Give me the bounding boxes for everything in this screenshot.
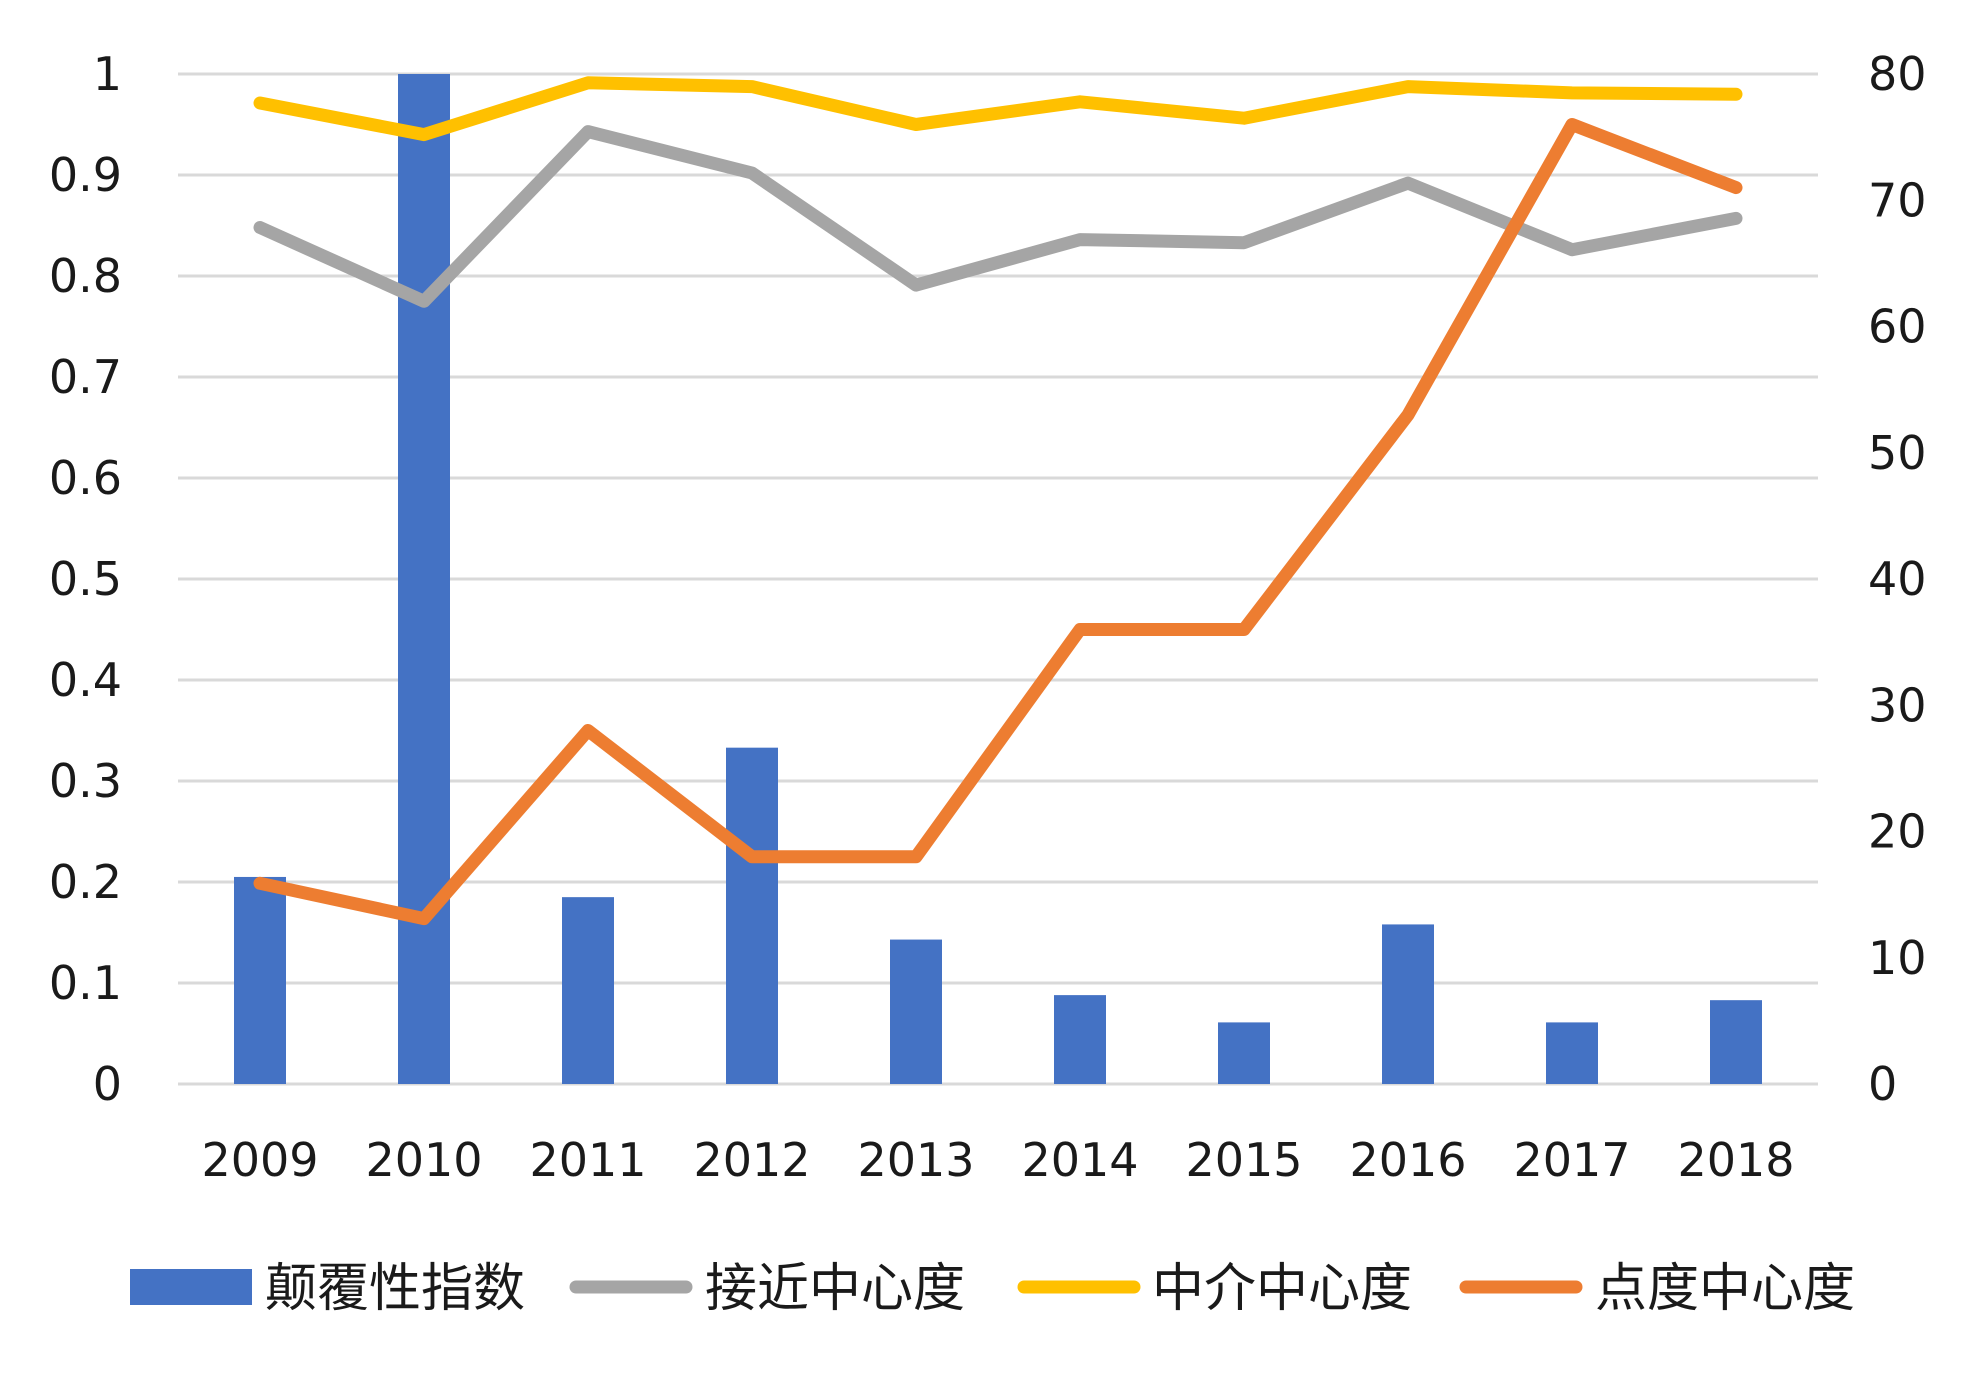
right-axis-ticks: 0 10 20 30 40 50 60 70 80 — [1868, 47, 1927, 1111]
bar — [234, 876, 286, 1084]
x-tick-label: 2018 — [1677, 1133, 1794, 1187]
left-tick-label: 1 — [93, 47, 122, 101]
series-line — [253, 125, 1743, 308]
left-tick-label: 0.5 — [49, 552, 122, 606]
left-tick-label: 0.7 — [49, 350, 122, 404]
legend-swatch — [130, 1269, 252, 1305]
x-tick-label: 2013 — [857, 1133, 974, 1187]
x-tick-label: 2009 — [201, 1133, 318, 1187]
x-tick-label: 2016 — [1349, 1133, 1466, 1187]
x-tick-label: 2014 — [1021, 1133, 1138, 1187]
legend-label: 颠覆性指数 — [265, 1259, 525, 1319]
right-tick-label: 20 — [1868, 805, 1927, 859]
right-tick-label: 80 — [1868, 47, 1927, 101]
left-tick-label: 0.2 — [49, 855, 122, 909]
legend: 颠覆性指数 接近中心度 中介中心度 点度中心度 — [130, 1259, 1855, 1319]
legend-label: 中介中心度 — [1152, 1259, 1412, 1319]
x-tick-label: 2011 — [529, 1133, 646, 1187]
bar — [562, 897, 614, 1084]
left-tick-label: 0.4 — [49, 653, 122, 707]
right-tick-label: 10 — [1868, 931, 1927, 985]
right-tick-label: 50 — [1868, 426, 1927, 480]
left-tick-label: 0.9 — [49, 148, 122, 202]
left-tick-label: 0.6 — [49, 451, 122, 505]
right-tick-label: 70 — [1868, 173, 1927, 227]
right-tick-label: 0 — [1868, 1057, 1897, 1111]
bar — [1710, 1000, 1762, 1084]
series-line — [253, 118, 1743, 926]
bar — [1546, 1022, 1598, 1084]
bar-series — [234, 74, 1762, 1084]
left-tick-label: 0.8 — [49, 249, 122, 303]
right-tick-label: 30 — [1868, 678, 1927, 732]
right-tick-label: 40 — [1868, 552, 1927, 606]
x-tick-label: 2012 — [693, 1133, 810, 1187]
left-tick-label: 0.3 — [49, 754, 122, 808]
bar — [1054, 995, 1106, 1084]
x-axis-ticks: 2009 2010 2011 2012 2013 2014 2015 2016 2017 2018 — [201, 1133, 1794, 1187]
left-axis-ticks: 0 0.1 0.2 0.3 0.4 0.5 0.6 0.7 0.8 0.9 1 — [49, 47, 122, 1111]
left-tick-label: 0 — [93, 1057, 122, 1111]
bar — [398, 74, 450, 1084]
x-tick-label: 2015 — [1185, 1133, 1302, 1187]
x-tick-label: 2017 — [1513, 1133, 1630, 1187]
left-tick-label: 0.1 — [49, 956, 122, 1010]
series-line — [253, 76, 1743, 142]
bar — [1218, 1022, 1270, 1084]
bar — [726, 747, 778, 1084]
right-tick-label: 60 — [1868, 300, 1927, 354]
bar — [890, 939, 942, 1084]
bar — [1382, 924, 1434, 1084]
legend-label: 点度中心度 — [1595, 1259, 1855, 1319]
legend-label: 接近中心度 — [705, 1259, 965, 1319]
line-series — [253, 76, 1743, 926]
x-tick-label: 2010 — [365, 1133, 482, 1187]
